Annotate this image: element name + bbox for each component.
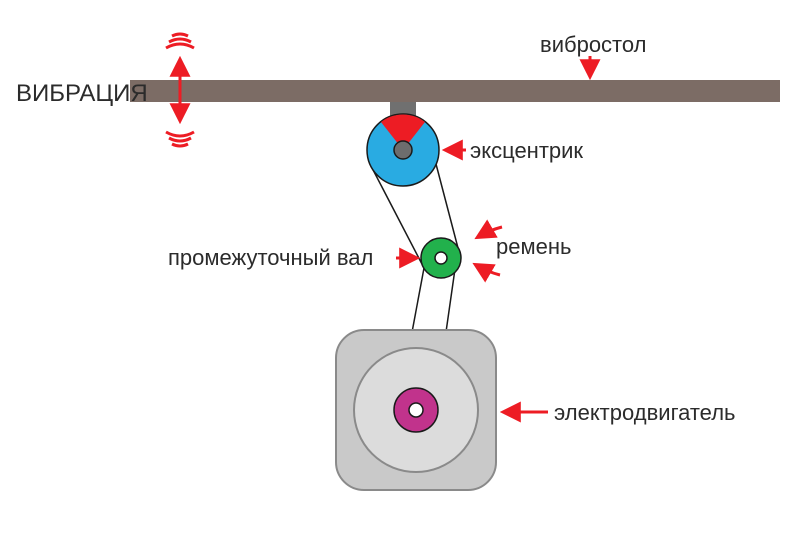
eccentric-wheel [367, 114, 439, 186]
vibration-label: ВИБРАЦИЯ [16, 80, 148, 108]
intermediate-pulley [421, 238, 461, 278]
motor-assembly [336, 330, 496, 490]
table-label: вибростол [540, 32, 646, 58]
belt-label: ремень [496, 234, 571, 260]
eccentric-label: эксцентрик [470, 138, 583, 164]
belt-arrow-lower [476, 265, 500, 275]
intermediate-shaft-label: промежуточный вал [168, 245, 373, 271]
vibrating-table [130, 80, 780, 102]
motor-label: электродвигатель [554, 400, 736, 426]
